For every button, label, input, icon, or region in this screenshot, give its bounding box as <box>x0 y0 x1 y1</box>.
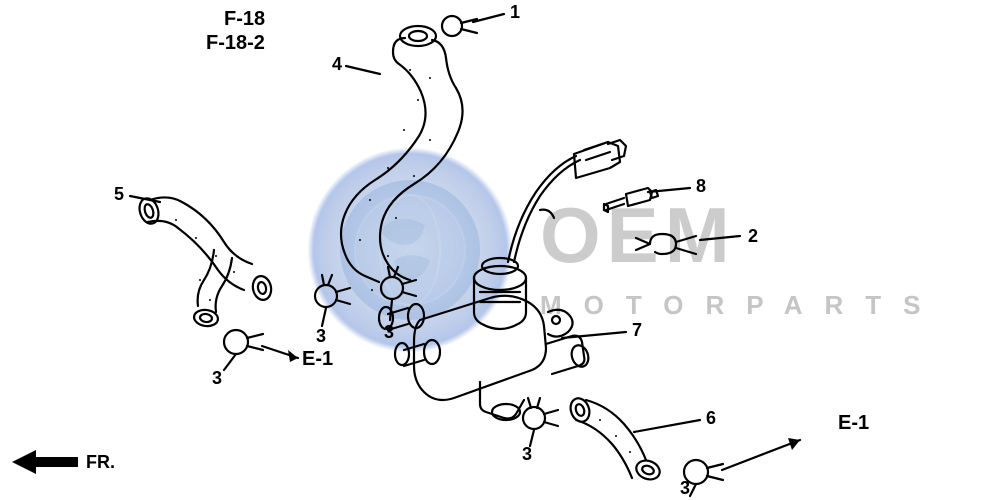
section-ref-top-1: F-18 <box>224 8 265 31</box>
ref-3d: 3 <box>522 444 532 465</box>
ref-1: 1 <box>510 2 520 23</box>
front-arrow-icon <box>10 448 80 476</box>
ref-5: 5 <box>114 184 124 205</box>
ref-3c: 3 <box>384 322 394 343</box>
ref-4: 4 <box>332 54 342 75</box>
front-label: FR. <box>86 452 115 473</box>
front-direction-indicator: FR. <box>10 448 115 476</box>
ref-3a: 3 <box>212 368 222 389</box>
ref-3b: 3 <box>316 326 326 347</box>
section-ref-top-2: F-18-2 <box>206 32 265 55</box>
ref-2: 2 <box>748 226 758 247</box>
section-ref-right: E-1 <box>838 412 869 435</box>
diagram-stage: OEM MOTORPARTS <box>0 0 1001 500</box>
ref-3e: 3 <box>680 478 690 499</box>
ref-6: 6 <box>706 408 716 429</box>
ref-8: 8 <box>696 176 706 197</box>
ref-7: 7 <box>632 320 642 341</box>
section-ref-left: E-1 <box>302 348 333 371</box>
